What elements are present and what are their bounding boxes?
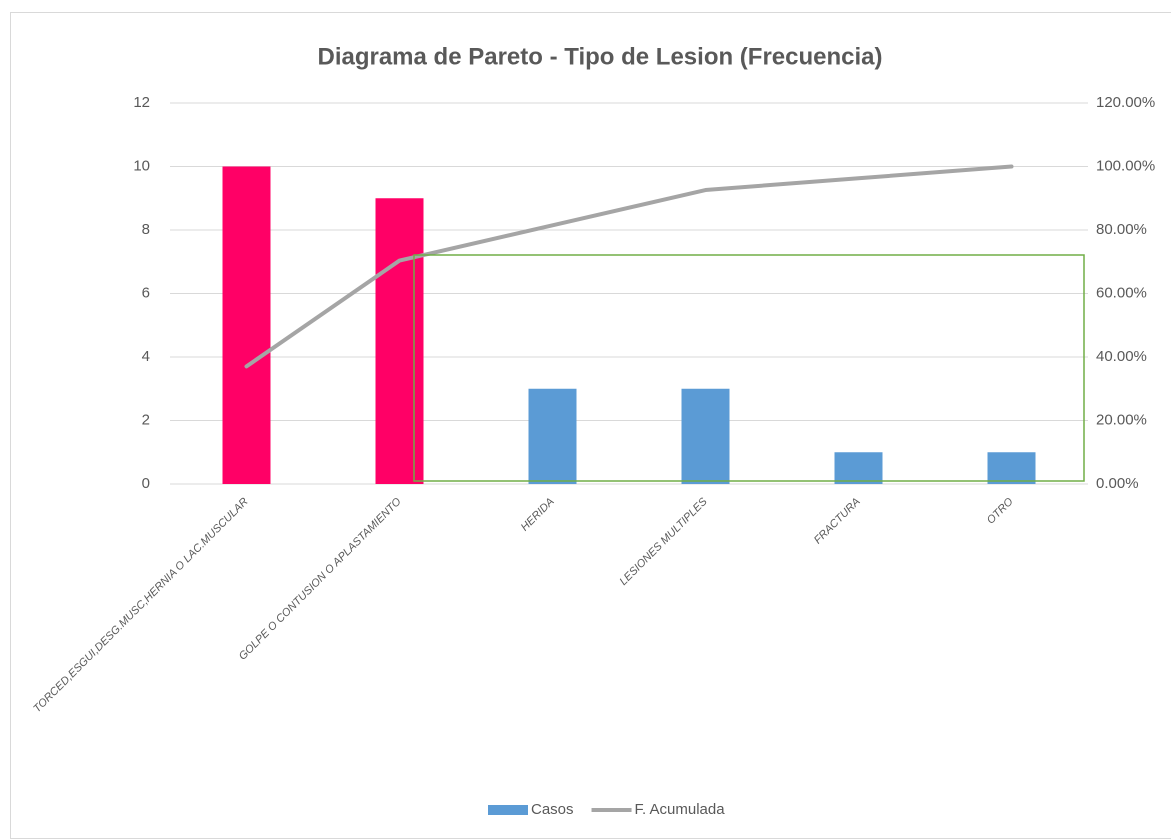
y2-tick-label: 0.00%: [1096, 475, 1139, 492]
y2-tick-label: 60.00%: [1096, 284, 1147, 301]
y-tick-label: 0: [142, 475, 150, 492]
bar: [987, 452, 1036, 484]
y2-tick-label: 80.00%: [1096, 221, 1147, 238]
y-tick-label: 8: [142, 221, 150, 238]
y2-tick-label: 100.00%: [1096, 157, 1155, 174]
legend-label: F. Acumulada: [635, 801, 726, 818]
chart-title: Diagrama de Pareto - Tipo de Lesion (Fre…: [317, 43, 882, 70]
y-tick-label: 4: [142, 348, 150, 365]
line: [244, 164, 1014, 369]
bar: [681, 388, 730, 484]
y2-tick-label: 20.00%: [1096, 411, 1147, 428]
marks: [222, 164, 1036, 484]
legend-label: Casos: [531, 801, 574, 818]
y-tick-label: 12: [133, 94, 150, 111]
bar: [375, 198, 424, 484]
grid: [170, 102, 1088, 485]
bar: [528, 388, 577, 484]
chart-border: [10, 12, 1171, 839]
legend-swatch: [488, 805, 528, 815]
y-tick-label: 10: [133, 157, 150, 174]
y-tick-label: 2: [142, 411, 150, 428]
highlight-box: [413, 254, 1085, 482]
bar: [222, 166, 271, 484]
bar: [834, 452, 883, 484]
y-tick-label: 6: [142, 284, 150, 301]
y2-tick-label: 40.00%: [1096, 348, 1147, 365]
y2-tick-label: 120.00%: [1096, 94, 1155, 111]
